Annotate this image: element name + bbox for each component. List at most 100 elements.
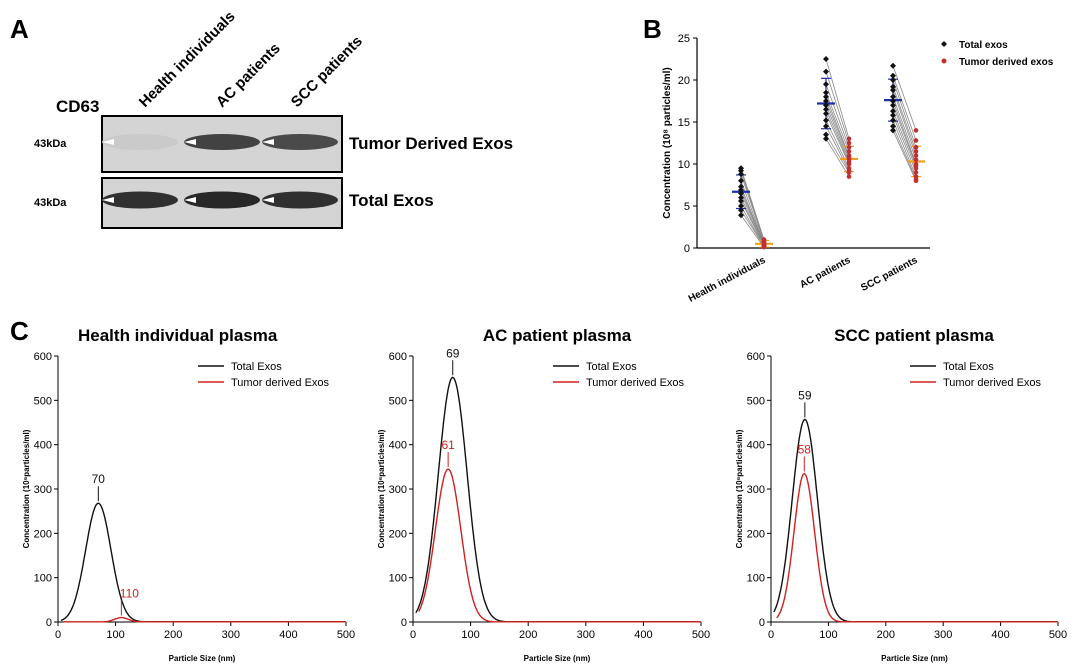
pair-connector xyxy=(825,138,850,177)
data-point-total xyxy=(738,187,744,194)
peak-label: 58 xyxy=(798,442,812,456)
pair-connector xyxy=(740,189,765,244)
x-tick-label: 500 xyxy=(1049,629,1067,641)
data-point-tumor xyxy=(761,244,767,250)
data-point-total xyxy=(823,106,829,113)
legend-label-total: Total exos xyxy=(959,40,1008,51)
data-point-total xyxy=(890,127,896,134)
y-tick-label: 10 xyxy=(678,159,690,171)
data-point-tumor xyxy=(913,153,919,158)
data-point-total xyxy=(823,135,829,142)
legend-label-tumor: Tumor derived Exos xyxy=(943,377,1042,389)
plot-title: AC patient plasma xyxy=(483,326,632,345)
series-line-total xyxy=(773,418,1058,623)
pair-connector xyxy=(740,173,765,242)
data-point-tumor xyxy=(846,170,852,175)
series-line-total xyxy=(415,376,701,623)
data-point-total xyxy=(890,87,896,94)
series-line-tumor xyxy=(63,616,346,623)
data-point-total xyxy=(738,197,744,204)
pair-connector xyxy=(825,134,850,173)
blot-band xyxy=(102,191,178,209)
y-tick-label: 5 xyxy=(684,201,690,213)
series-line-total xyxy=(60,502,346,623)
blot-band xyxy=(184,134,260,150)
x-tick-label: 400 xyxy=(279,629,297,641)
y-tick-label: 200 xyxy=(34,528,52,540)
blot-band xyxy=(262,134,338,150)
plot-title: Health individual plasma xyxy=(78,326,278,345)
blot-label-tumor-derived: Tumor Derived Exos xyxy=(349,134,513,153)
y-tick-label: 0 xyxy=(401,617,407,629)
y-tick-label: 200 xyxy=(747,528,765,540)
panel-a-letter: A xyxy=(10,14,29,44)
panel-b-scatter: B 0 5 10 15 20 25 Concentration (10⁸ particles… xyxy=(643,14,1054,305)
y-tick-label: 15 xyxy=(678,117,690,129)
y-tick-label: 25 xyxy=(678,33,690,45)
x-tick-label: 100 xyxy=(461,629,479,641)
data-point-total xyxy=(890,72,896,79)
x-tick-label: 200 xyxy=(519,629,537,641)
kda-label-tumor: 43kDa xyxy=(34,138,67,150)
peak-label: 70 xyxy=(92,472,106,486)
band-arrowhead-icon xyxy=(184,197,196,203)
data-point-total xyxy=(890,117,896,124)
panel-b-letter: B xyxy=(643,14,662,44)
pair-connector xyxy=(892,100,917,165)
x-tick-label: 0 xyxy=(768,629,774,641)
peak-label: 69 xyxy=(446,346,460,360)
pair-connector xyxy=(892,79,917,148)
column-label-ac: AC patients xyxy=(213,40,284,111)
x-tick-label: 500 xyxy=(337,629,355,641)
x-tick-label: 0 xyxy=(55,629,61,641)
y-axis-label: Concentration (10⁶particles/ml) xyxy=(22,429,31,548)
data-point-total xyxy=(890,77,896,83)
data-point-total xyxy=(738,207,744,214)
y-tick-label: 600 xyxy=(747,351,765,363)
data-point-total xyxy=(823,56,829,62)
x-tick-label: SCC patients xyxy=(859,255,919,294)
x-tick-label: 300 xyxy=(577,629,595,641)
panel-c-health-plot: Health individual plasma 0 100 200 300 400 500… xyxy=(22,326,355,663)
data-point-tumor xyxy=(913,165,919,171)
data-point-total xyxy=(823,131,829,138)
pair-connector xyxy=(740,170,765,241)
y-tick-label: 0 xyxy=(759,617,765,629)
x-tick-label: 200 xyxy=(877,629,895,641)
data-point-tumor xyxy=(846,149,852,154)
legend-label-tumor: Tumor derived Exos xyxy=(586,377,685,389)
x-tick-label: 200 xyxy=(164,629,182,641)
y-tick-label: 100 xyxy=(34,573,52,585)
y-tick-label: 100 xyxy=(747,573,765,585)
data-point-total xyxy=(823,123,829,130)
x-axis-label: Particle Size (nm) xyxy=(524,654,591,663)
legend-label-tumor: Tumor derived Exos xyxy=(231,377,330,389)
kda-label-total: 43kDa xyxy=(34,197,67,209)
peak-label: 61 xyxy=(441,438,455,452)
data-point-total xyxy=(738,183,744,190)
data-point-tumor xyxy=(913,149,919,154)
data-point-total xyxy=(738,177,744,184)
x-tick-label: 300 xyxy=(934,629,952,641)
data-point-total xyxy=(738,212,744,219)
data-point-tumor xyxy=(913,138,919,143)
x-tick-label: 100 xyxy=(819,629,837,641)
data-point-total xyxy=(890,123,896,130)
pair-connector xyxy=(825,109,850,163)
y-axis-label: Concentration (10⁶particles/ml) xyxy=(377,429,386,548)
data-point-total xyxy=(890,83,896,90)
data-point-tumor xyxy=(846,144,852,150)
y-tick-label: 0 xyxy=(46,617,52,629)
x-tick-label: 300 xyxy=(222,629,240,641)
y-tick-label: 200 xyxy=(389,528,407,540)
x-tick-label: 100 xyxy=(106,629,124,641)
data-point-tumor xyxy=(846,161,852,167)
data-point-tumor xyxy=(846,174,852,179)
data-point-total xyxy=(890,93,896,100)
blot-band xyxy=(184,191,260,209)
x-tick-label: AC patients xyxy=(798,255,853,291)
column-label-scc: SCC patients xyxy=(288,33,366,111)
x-tick-label: 400 xyxy=(991,629,1009,641)
y-tick-label: 400 xyxy=(34,440,52,452)
